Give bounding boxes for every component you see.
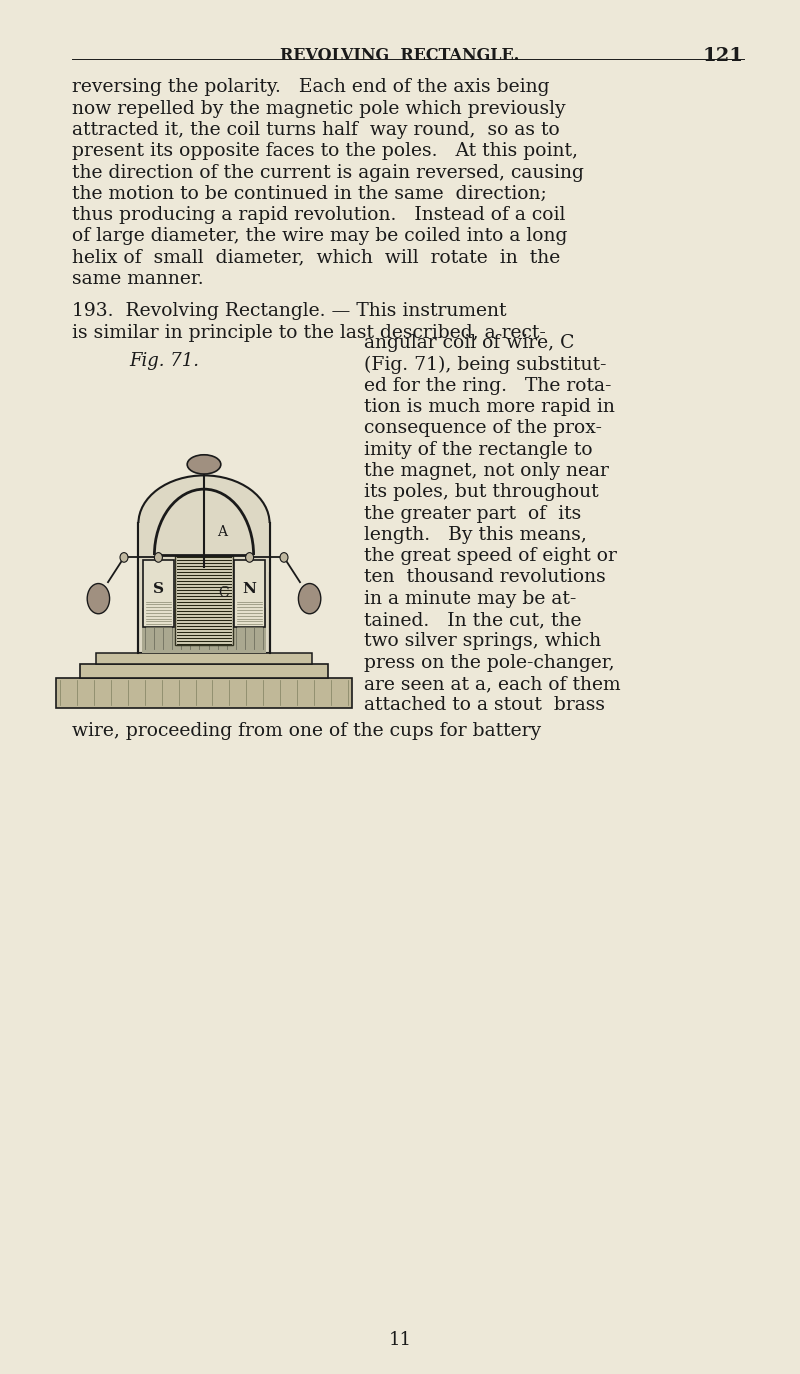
Text: consequence of the prox-: consequence of the prox- xyxy=(364,419,602,437)
FancyBboxPatch shape xyxy=(96,653,312,664)
Text: is similar in principle to the last described, a rect-: is similar in principle to the last desc… xyxy=(72,324,546,342)
Text: 11: 11 xyxy=(389,1331,411,1349)
FancyBboxPatch shape xyxy=(234,559,265,627)
Text: ten  thousand revolutions: ten thousand revolutions xyxy=(364,569,606,587)
Text: the motion to be continued in the same  direction;: the motion to be continued in the same d… xyxy=(72,185,546,203)
Text: N: N xyxy=(242,581,257,596)
Text: press on the pole-changer,: press on the pole-changer, xyxy=(364,654,614,672)
Text: helix of  small  diameter,  which  will  rotate  in  the: helix of small diameter, which will rota… xyxy=(72,249,560,267)
Text: S: S xyxy=(153,581,164,596)
FancyBboxPatch shape xyxy=(143,559,174,627)
Text: the great speed of eight or: the great speed of eight or xyxy=(364,547,617,565)
Text: imity of the rectangle to: imity of the rectangle to xyxy=(364,441,593,459)
Ellipse shape xyxy=(187,455,221,474)
Text: reversing the polarity.   Each end of the axis being: reversing the polarity. Each end of the … xyxy=(72,78,550,96)
Text: (Fig. 71), being substitut-: (Fig. 71), being substitut- xyxy=(364,356,606,374)
Text: present its opposite faces to the poles.   At this point,: present its opposite faces to the poles.… xyxy=(72,143,578,161)
Text: C: C xyxy=(218,587,229,600)
Text: ed for the ring.   The rota-: ed for the ring. The rota- xyxy=(364,376,611,394)
Text: tion is much more rapid in: tion is much more rapid in xyxy=(364,398,615,416)
FancyBboxPatch shape xyxy=(142,607,266,653)
Ellipse shape xyxy=(298,584,321,614)
Text: A: A xyxy=(217,525,227,539)
Text: in a minute may be at-: in a minute may be at- xyxy=(364,589,576,607)
Text: angular coil of wire, C: angular coil of wire, C xyxy=(364,334,574,352)
Ellipse shape xyxy=(87,584,110,614)
Text: are seen at a, each of them: are seen at a, each of them xyxy=(364,675,621,692)
FancyBboxPatch shape xyxy=(138,523,270,653)
Text: Fig. 71.: Fig. 71. xyxy=(129,352,199,370)
Text: 193.  Revolving Rectangle. — This instrument: 193. Revolving Rectangle. — This instrum… xyxy=(72,302,506,320)
Text: tained.   In the cut, the: tained. In the cut, the xyxy=(364,611,582,629)
Text: length.   By this means,: length. By this means, xyxy=(364,526,587,544)
Text: same manner.: same manner. xyxy=(72,271,204,289)
Text: attracted it, the coil turns half  way round,  so as to: attracted it, the coil turns half way ro… xyxy=(72,121,560,139)
Ellipse shape xyxy=(280,552,288,562)
Ellipse shape xyxy=(246,552,254,562)
Text: thus producing a rapid revolution.   Instead of a coil: thus producing a rapid revolution. Inste… xyxy=(72,206,566,224)
Text: the direction of the current is again reversed, causing: the direction of the current is again re… xyxy=(72,164,584,181)
Text: the magnet, not only near: the magnet, not only near xyxy=(364,462,609,480)
FancyBboxPatch shape xyxy=(138,523,270,572)
Text: its poles, but throughout: its poles, but throughout xyxy=(364,484,598,502)
FancyBboxPatch shape xyxy=(80,664,328,677)
Text: REVOLVING  RECTANGLE.: REVOLVING RECTANGLE. xyxy=(280,47,520,63)
Ellipse shape xyxy=(154,552,162,562)
FancyBboxPatch shape xyxy=(175,556,233,646)
FancyBboxPatch shape xyxy=(56,677,352,708)
Text: attached to a stout  brass: attached to a stout brass xyxy=(364,697,605,714)
Text: now repelled by the magnetic pole which previously: now repelled by the magnetic pole which … xyxy=(72,100,566,118)
Ellipse shape xyxy=(138,475,270,572)
Text: two silver springs, which: two silver springs, which xyxy=(364,632,601,650)
Text: 121: 121 xyxy=(703,47,744,65)
Text: the greater part  of  its: the greater part of its xyxy=(364,504,582,522)
Text: wire, proceeding from one of the cups for battery: wire, proceeding from one of the cups fo… xyxy=(72,721,541,739)
Ellipse shape xyxy=(120,552,128,562)
Text: of large diameter, the wire may be coiled into a long: of large diameter, the wire may be coile… xyxy=(72,228,567,246)
